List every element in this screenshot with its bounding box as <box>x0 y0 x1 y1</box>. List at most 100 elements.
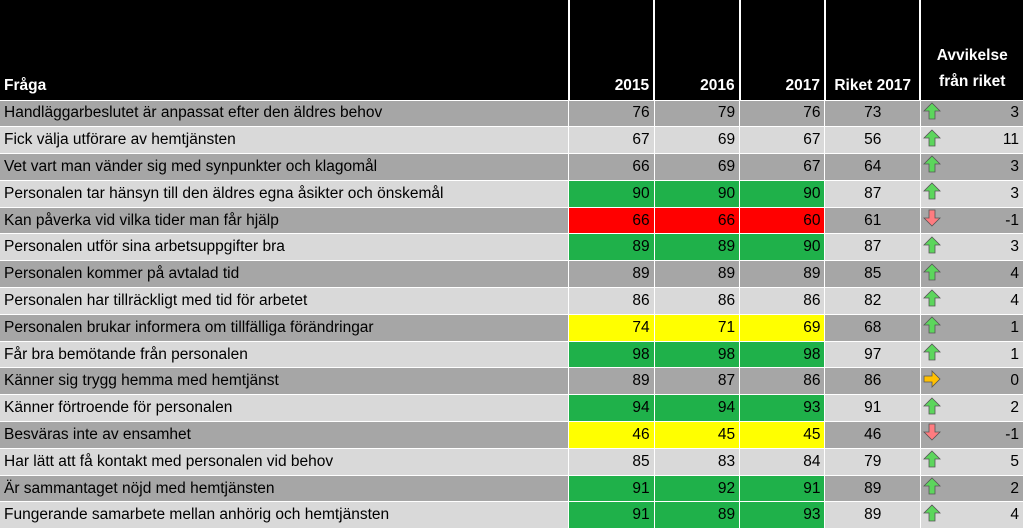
table-row: Handläggarbeslutet är anpassat efter den… <box>0 99 1023 128</box>
value-cell-2015: 94 <box>568 394 655 423</box>
deviation-cell: 1 <box>942 340 1023 369</box>
arrow-cell <box>920 126 943 155</box>
arrow-up-icon <box>922 316 941 339</box>
value-cell-2017: 76 <box>739 99 826 128</box>
riket-cell: 85 <box>824 260 921 289</box>
value-cell-2017: 60 <box>739 206 826 235</box>
value-cell-2017: 86 <box>739 287 826 315</box>
arrow-cell <box>920 206 943 235</box>
arrow-up-icon <box>922 182 941 205</box>
deviation-cell: 2 <box>942 474 1023 503</box>
value-cell-2017: 93 <box>739 501 826 529</box>
value-cell-2015: 74 <box>568 313 655 342</box>
value-cell-2015: 85 <box>568 447 655 476</box>
question-cell: Personalen utför sina arbetsuppgifter br… <box>0 233 570 262</box>
value-cell-2015: 98 <box>568 340 655 369</box>
arrow-up-icon <box>922 102 941 125</box>
value-cell-2015: 90 <box>568 179 655 208</box>
table-row: Känner sig trygg hemma med hemtjänst 89 87… <box>0 367 1023 396</box>
riket-cell: 89 <box>824 501 921 529</box>
value-cell-2015: 67 <box>568 126 655 155</box>
value-cell-2015: 91 <box>568 474 655 503</box>
riket-cell: 87 <box>824 179 921 208</box>
header-row: Fråga 2015 2016 2017 Riket 2017 Avvikels… <box>0 0 1023 100</box>
table-row: Känner förtroende för personalen 94 94 93 91… <box>0 394 1023 423</box>
value-cell-2017: 89 <box>739 260 826 289</box>
arrow-cell <box>920 260 943 289</box>
riket-cell: 68 <box>824 313 921 342</box>
deviation-cell: -1 <box>942 421 1023 449</box>
value-cell-2015: 46 <box>568 421 655 449</box>
arrow-cell <box>920 99 943 128</box>
deviation-cell: 4 <box>942 260 1023 289</box>
table-row: Får bra bemötande från personalen 98 98 98 9… <box>0 340 1023 369</box>
value-cell-2017: 69 <box>739 313 826 342</box>
table-row: Har lätt att få kontakt med personalen v… <box>0 447 1023 476</box>
riket-cell: 56 <box>824 126 921 155</box>
riket-cell: 79 <box>824 447 921 476</box>
question-cell: Besväras inte av ensamhet <box>0 421 570 449</box>
value-cell-2016: 87 <box>654 367 741 396</box>
value-cell-2017: 67 <box>739 153 826 181</box>
table-body: Handläggarbeslutet är anpassat efter den… <box>0 99 1023 529</box>
value-cell-2017: 84 <box>739 447 826 476</box>
question-cell: Personalen tar hänsyn till den äldres eg… <box>0 179 570 208</box>
arrow-down-icon <box>922 423 941 446</box>
arrow-up-icon <box>922 129 941 152</box>
arrow-cell <box>920 340 943 369</box>
arrow-up-icon <box>922 343 941 366</box>
value-cell-2015: 91 <box>568 501 655 529</box>
question-cell: Kan påverka vid vilka tider man får hjäl… <box>0 206 570 235</box>
question-cell: Personalen brukar informera om tillfälli… <box>0 313 570 342</box>
deviation-cell: 3 <box>942 179 1023 208</box>
header-deviation-line2: från riket <box>939 72 1006 90</box>
value-cell-2016: 66 <box>654 206 741 235</box>
table-row: Fick välja utförare av hemtjänsten 67 69 67… <box>0 126 1023 155</box>
value-cell-2017: 91 <box>739 474 826 503</box>
table-row: Personalen utför sina arbetsuppgifter br… <box>0 233 1023 262</box>
arrow-up-icon <box>922 397 941 420</box>
question-cell: Fungerande samarbete mellan anhörig och … <box>0 501 570 529</box>
value-cell-2015: 76 <box>568 99 655 128</box>
value-cell-2016: 83 <box>654 447 741 476</box>
deviation-cell: 3 <box>942 153 1023 181</box>
deviation-cell: 3 <box>942 233 1023 262</box>
question-cell: Vet vart man vänder sig med synpunkter o… <box>0 153 570 181</box>
riket-cell: 73 <box>824 99 921 128</box>
header-question: Fråga <box>0 0 570 100</box>
value-cell-2016: 89 <box>654 260 741 289</box>
deviation-cell: 11 <box>942 126 1023 155</box>
arrow-cell <box>920 153 943 181</box>
arrow-cell <box>920 287 943 315</box>
value-cell-2017: 86 <box>739 367 826 396</box>
value-cell-2015: 89 <box>568 367 655 396</box>
deviation-cell: 5 <box>942 447 1023 476</box>
deviation-cell: 4 <box>942 501 1023 529</box>
table-row: Kan påverka vid vilka tider man får hjäl… <box>0 206 1023 235</box>
value-cell-2016: 79 <box>654 99 741 128</box>
arrow-up-icon <box>922 477 941 500</box>
value-cell-2016: 45 <box>654 421 741 449</box>
value-cell-2016: 94 <box>654 394 741 423</box>
arrow-up-icon <box>922 289 941 312</box>
value-cell-2016: 92 <box>654 474 741 503</box>
deviation-cell: 4 <box>942 287 1023 315</box>
arrow-up-icon <box>922 504 941 527</box>
table-row: Är sammantaget nöjd med hemtjänsten 91 92 9… <box>0 474 1023 503</box>
arrow-down-icon <box>922 209 941 232</box>
table-row: Personalen brukar informera om tillfälli… <box>0 313 1023 342</box>
value-cell-2016: 98 <box>654 340 741 369</box>
question-cell: Personalen kommer på avtalad tid <box>0 260 570 289</box>
header-2017: 2017 <box>739 0 826 100</box>
question-cell: Har lätt att få kontakt med personalen v… <box>0 447 570 476</box>
arrow-cell <box>920 421 943 449</box>
value-cell-2017: 90 <box>739 179 826 208</box>
table-row: Personalen har tillräckligt med tid för … <box>0 287 1023 315</box>
question-cell: Fick välja utförare av hemtjänsten <box>0 126 570 155</box>
header-deviation: Avvikelse från riket <box>920 0 1023 100</box>
value-cell-2015: 86 <box>568 287 655 315</box>
header-2015: 2015 <box>568 0 656 100</box>
arrow-cell <box>920 474 943 503</box>
deviation-cell: 2 <box>942 394 1023 423</box>
